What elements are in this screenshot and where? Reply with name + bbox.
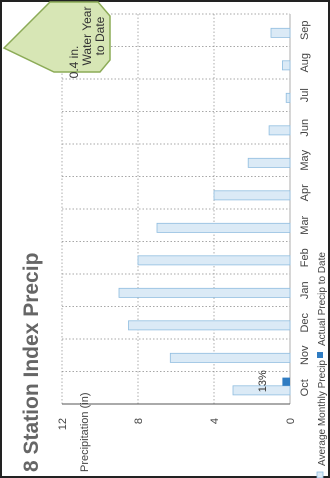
- legend-label-average: Average Monthly Precip: [317, 360, 328, 466]
- tick-label: 0: [285, 418, 297, 424]
- category-axis-labels: Oct Nov Dec Jan Feb Mar Apr May Jun Jul Aug Sep: [299, 20, 311, 396]
- bar-actual-oct: [282, 377, 290, 386]
- category-label: Nov: [299, 345, 311, 365]
- plot-area: 13%: [61, 13, 291, 405]
- category-label: Dec: [299, 312, 311, 332]
- bar-average-jun: [268, 125, 291, 136]
- category-label: Jan: [299, 281, 311, 299]
- annotation-label: 13%: [257, 370, 269, 392]
- category-label: Oct: [299, 379, 311, 396]
- bar-average-feb: [137, 255, 291, 266]
- category-label: Aug: [299, 53, 311, 73]
- value-axis-ticks: 0 4 8 12: [57, 418, 297, 430]
- y-axis-label: Precipitation (in): [79, 393, 91, 472]
- bar-average-apr: [213, 190, 291, 201]
- water-year-badge: 0.4 in. Water Year to Date: [2, 1, 111, 79]
- bar-average-aug: [281, 60, 291, 71]
- legend-swatch-actual: [317, 352, 323, 358]
- category-label: May: [299, 149, 311, 170]
- legend: Average Monthly Precip Actual Precip to …: [316, 252, 328, 478]
- tick-label: 8: [133, 418, 145, 424]
- bar-average-mar: [156, 222, 291, 233]
- badge-line-2: Water Year: [80, 7, 94, 66]
- category-label: Feb: [299, 248, 311, 267]
- bar-average-may: [247, 157, 291, 168]
- bar-average-jul: [285, 92, 291, 103]
- category-label: Jun: [299, 119, 311, 137]
- legend-label-actual: Actual Precip to Date: [317, 252, 328, 346]
- category-label: Sep: [299, 20, 311, 40]
- badge-line-3: to Date: [93, 16, 107, 55]
- category-label: Apr: [299, 184, 311, 201]
- badge-shape: [2, 1, 111, 73]
- tick-label: 12: [57, 418, 69, 430]
- category-label: Mar: [299, 215, 311, 234]
- chart-title: 8 Station Index Precip: [20, 253, 43, 472]
- bar-average-dec: [128, 320, 291, 331]
- tick-label: 4: [209, 418, 221, 424]
- category-label: Jul: [299, 88, 311, 102]
- bar-average-nov: [169, 352, 291, 363]
- bar-average-jan: [118, 287, 291, 298]
- legend-swatch-average: [316, 471, 324, 478]
- bar-average-sep: [270, 27, 291, 38]
- bar-average-oct: [232, 385, 291, 396]
- badge-line-1: 0.4 in.: [67, 46, 81, 79]
